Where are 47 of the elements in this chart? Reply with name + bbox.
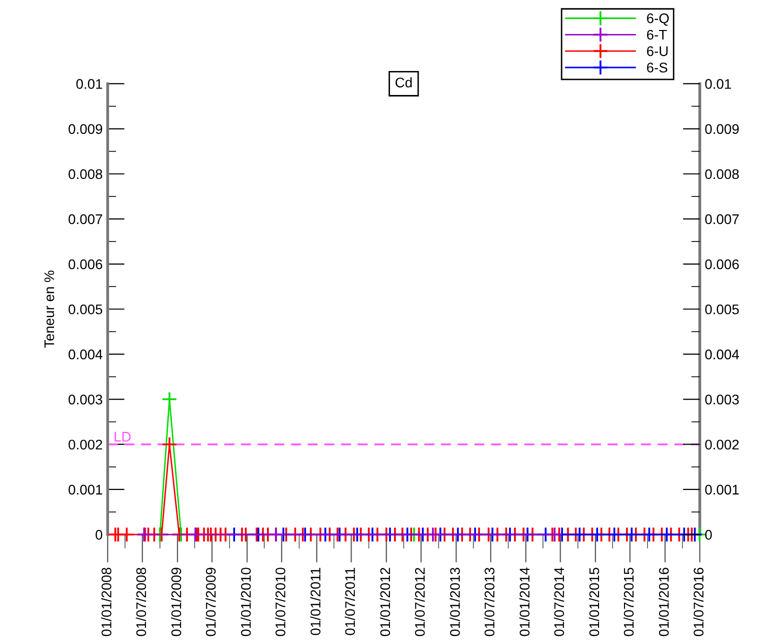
legend-label: 6-T bbox=[647, 30, 667, 40]
x-tick-label: 01/07/2012 bbox=[414, 568, 425, 636]
x-tick-label: 01/01/2008 bbox=[101, 568, 112, 636]
y2-tick-label: 0.006 bbox=[705, 259, 739, 270]
x-tick-label: 01/01/2010 bbox=[240, 568, 251, 636]
y-tick-label: 0.009 bbox=[68, 124, 102, 134]
y2-tick-label: 0.001 bbox=[705, 484, 739, 495]
y-tick-label: 0.005 bbox=[68, 304, 102, 314]
x-tick-label: 01/07/2015 bbox=[623, 568, 634, 636]
y2-tick-label: 0.002 bbox=[705, 440, 739, 450]
x-tick-label: 01/01/2015 bbox=[588, 568, 600, 636]
x-tick-label: 01/01/2016 bbox=[658, 568, 669, 636]
y-tick-label: 0.008 bbox=[68, 169, 102, 180]
y2-tick-label: 0.003 bbox=[705, 394, 739, 404]
y-tick-label: 0.004 bbox=[68, 350, 102, 360]
y-axis-title: Teneur en % bbox=[44, 270, 54, 348]
y2-tick-label: 0.005 bbox=[705, 304, 739, 314]
x-tick-label: 01/01/2012 bbox=[380, 568, 390, 636]
x-tick-label: 01/07/2016 bbox=[693, 568, 704, 636]
y-tick-label: 0.007 bbox=[68, 214, 102, 224]
x-tick-label: 01/01/2009 bbox=[171, 568, 182, 636]
x-tick-label: 01/07/2009 bbox=[206, 568, 216, 636]
x-tick-label: 01/01/2013 bbox=[450, 568, 460, 636]
x-tick-label: 01/07/2014 bbox=[554, 568, 564, 636]
y2-tick-label: 0.008 bbox=[705, 169, 739, 180]
legend-label: 6-S bbox=[647, 62, 668, 73]
y2-tick-label: 0.01 bbox=[705, 79, 732, 89]
x-tick-label: 01/07/2013 bbox=[484, 568, 494, 636]
legend-label: 6-U bbox=[647, 46, 668, 56]
y-tick-label: 0.003 bbox=[68, 394, 102, 404]
chart-title: Cd bbox=[396, 77, 412, 88]
x-tick-label: 01/07/2011 bbox=[344, 568, 355, 636]
y2-tick-label: 0.007 bbox=[705, 214, 739, 224]
y-tick-label: 0.006 bbox=[68, 259, 102, 270]
x-tick-label: 01/07/2008 bbox=[136, 568, 146, 636]
x-tick-label: 01/01/2014 bbox=[519, 568, 530, 636]
legend-label: 6-Q bbox=[647, 13, 669, 26]
ref-line-label: LD bbox=[114, 432, 131, 442]
x-tick-label: 01/01/2011 bbox=[310, 568, 320, 636]
y2-tick-label: 0.009 bbox=[705, 124, 739, 134]
y-tick-label: 0 bbox=[96, 530, 102, 540]
y2-tick-label: 0 bbox=[705, 530, 712, 540]
y-tick-label: 0.01 bbox=[76, 79, 102, 89]
y2-tick-label: 0.004 bbox=[705, 350, 739, 360]
y-tick-label: 0.002 bbox=[68, 440, 102, 450]
x-tick-label: 01/07/2010 bbox=[275, 568, 286, 636]
y-tick-label: 0.001 bbox=[68, 484, 102, 495]
